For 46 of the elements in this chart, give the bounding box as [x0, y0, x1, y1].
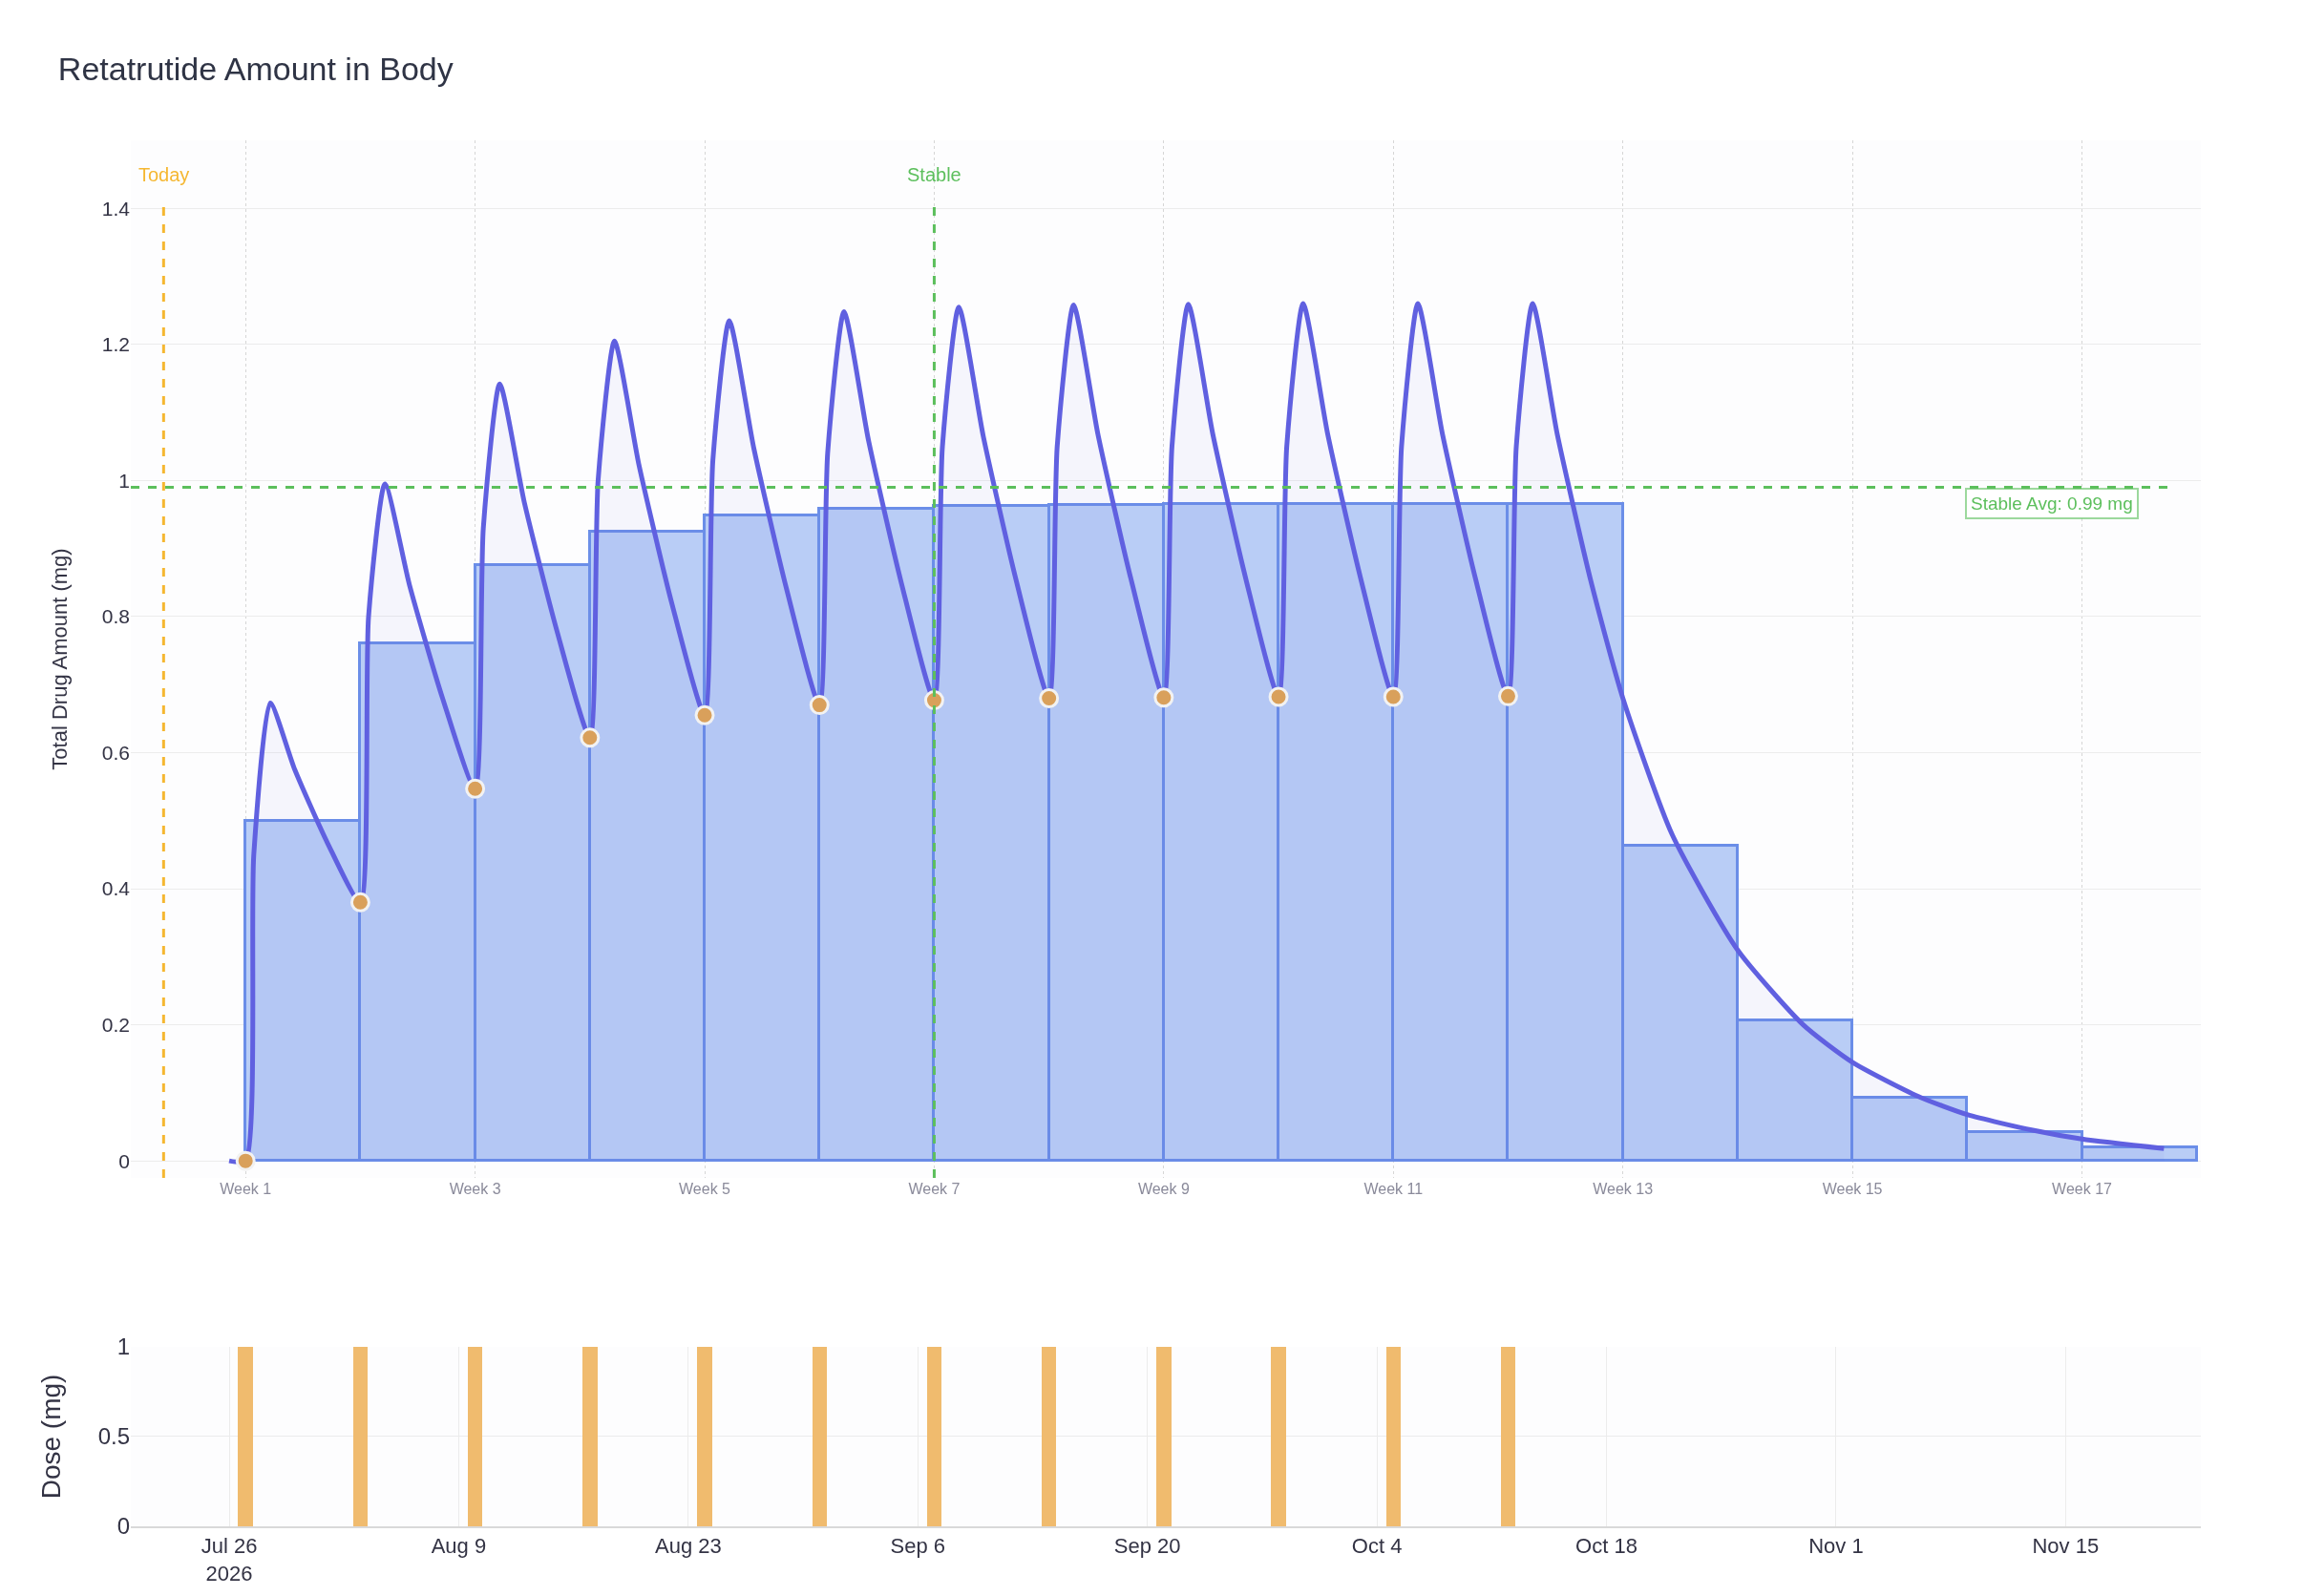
x-tick-label: Aug 23	[654, 1534, 722, 1559]
x-tick-label: Week 17	[2052, 1180, 2113, 1197]
x-tick-label: Sep 6	[890, 1534, 946, 1559]
ref-line-label: Stable Avg: 0.99 mg	[1971, 494, 2133, 514]
x-tick-label: Oct 4	[1351, 1534, 1403, 1559]
x-tick-label: Week 15	[1822, 1180, 1883, 1197]
y-tick-label: 0.8	[101, 605, 130, 628]
point	[235, 1150, 256, 1171]
y-tick-label: 0.2	[101, 1013, 130, 1036]
y-tick-label: 0.4	[101, 877, 131, 900]
y-tick-label: 0	[118, 1149, 130, 1172]
x-tick-label: Week 1	[220, 1180, 272, 1197]
y-tick-label: 1	[118, 469, 130, 492]
y-tick-label: 0.6	[101, 741, 130, 764]
y-axis-title: Total Drug Amount (mg)	[47, 548, 72, 770]
x-tick-label: Week 13	[1593, 1180, 1654, 1197]
point	[694, 704, 715, 725]
x-tick-label: Week 3	[449, 1180, 501, 1197]
point	[580, 727, 601, 748]
point	[1497, 685, 1518, 706]
point	[1039, 687, 1060, 708]
x-tick-label: Aug 9	[431, 1534, 487, 1559]
x-tick-label: Oct 18	[1575, 1534, 1637, 1559]
y-tick-label: 0	[116, 1513, 130, 1540]
point	[809, 695, 830, 716]
y-tick-label: 1	[116, 1334, 130, 1360]
x-tick-label: Jul 26 2026	[201, 1534, 258, 1586]
y-tick-label: 0.5	[97, 1423, 130, 1450]
point	[349, 892, 370, 913]
point	[1153, 687, 1174, 708]
x-tick-label: Week 7	[908, 1180, 961, 1197]
x-tick-label: Week 9	[1137, 1180, 1190, 1197]
point	[1383, 686, 1404, 707]
x-tick-label: Nov 15	[2032, 1534, 2100, 1559]
y-tick-label: 1.4	[101, 197, 131, 220]
chart-title: Retatrutide Amount in Body	[57, 50, 454, 87]
x-tick-label: Sep 20	[1113, 1534, 1181, 1559]
x-tick-label: Week 5	[679, 1180, 731, 1197]
ref-line-label: Stable	[907, 164, 961, 185]
y-axis-title: Dose (mg)	[36, 1374, 67, 1500]
x-tick-label: Week 11	[1363, 1180, 1424, 1197]
ref-line-label: Today	[138, 164, 190, 185]
x-tick-label: Nov 1	[1808, 1534, 1864, 1559]
y-tick-label: 1.2	[101, 333, 130, 356]
point	[1268, 686, 1289, 707]
point	[465, 778, 486, 799]
